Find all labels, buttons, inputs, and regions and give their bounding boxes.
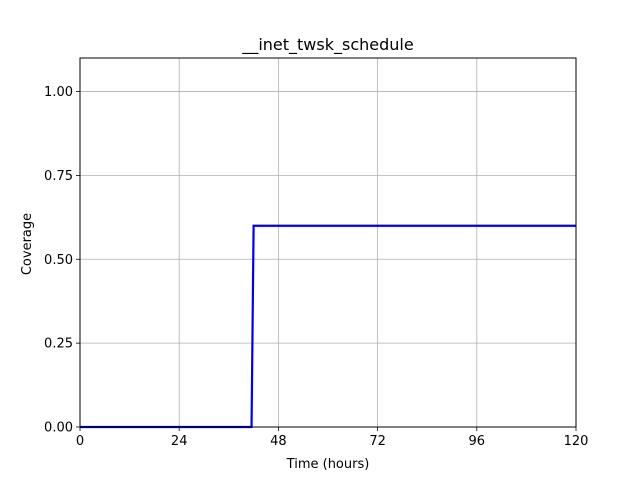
- x-tick-label: 0: [76, 434, 84, 449]
- y-tick-label: 0.00: [44, 421, 73, 436]
- x-axis-ticks: 0 24 48 72 96 120: [76, 427, 589, 449]
- x-tick-label: 120: [564, 434, 589, 449]
- x-axis-label: Time (hours): [286, 457, 370, 472]
- x-tick-label: 96: [469, 434, 486, 449]
- y-tick-label: 0.25: [44, 337, 73, 352]
- chart-title: __inet_twsk_schedule: [241, 35, 413, 55]
- y-tick-label: 0.50: [44, 253, 73, 268]
- x-tick-label: 24: [171, 434, 188, 449]
- x-tick-label: 72: [369, 434, 386, 449]
- y-tick-label: 1.00: [44, 85, 73, 100]
- plot-frame: [79, 57, 577, 428]
- y-tick-label: 0.75: [44, 169, 73, 184]
- x-tick-label: 48: [270, 434, 287, 449]
- y-axis-ticks: 0.00 0.25 0.50 0.75 1.00: [44, 85, 80, 436]
- y-axis-label: Coverage: [20, 213, 35, 275]
